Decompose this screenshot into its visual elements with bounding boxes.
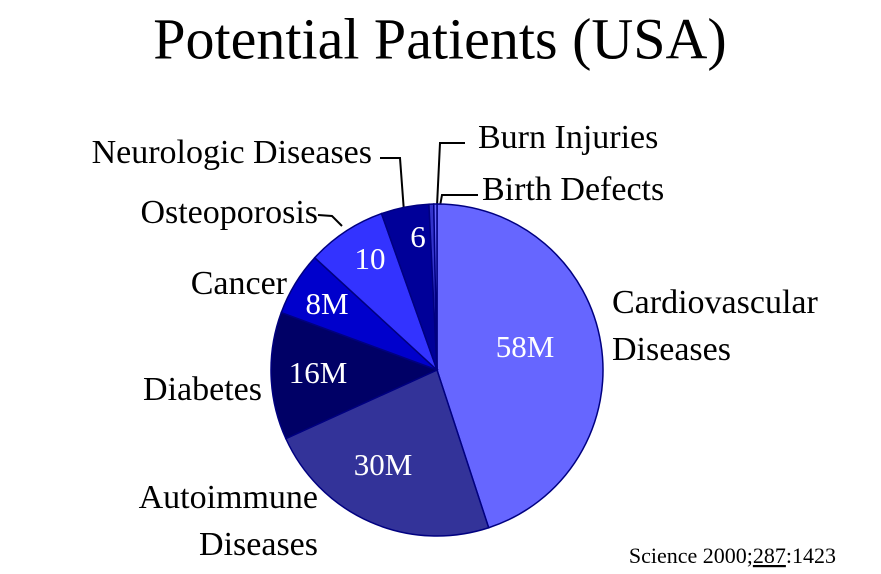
leader-line [380,157,405,213]
category-label-line: Diseases [612,331,731,368]
category-label: Birth Defects [482,171,664,208]
source-text: Science 2000; [629,543,753,568]
source-volume: 287 [753,543,786,568]
category-label: Diabetes [143,371,262,408]
category-label: Cardiovascular Diseases [612,284,818,368]
category-label-line: Osteoporosis [140,194,318,231]
data-label: 10 [355,241,386,276]
data-label: 58M [496,329,555,364]
pie-slice [433,203,438,371]
category-label: Osteoporosis [140,194,318,231]
category-label: Burn Injuries [478,119,658,156]
pie-slice [270,311,439,440]
category-label-line: Birth Defects [482,171,664,208]
category-label: Cancer [191,265,288,302]
category-label: Autoimmune Diseases [139,479,318,563]
category-label-line: Diseases [199,526,318,563]
chart-title: Potential Patients (USA) [153,6,727,71]
pie-slice [436,203,604,529]
category-label-line: Autoimmune [139,479,318,516]
pie-slice [284,368,490,537]
category-label-line: Cardiovascular [612,284,818,321]
category-label-line: Burn Injuries [478,119,658,156]
data-label: 6 [410,219,426,254]
data-label: 16M [289,355,348,390]
category-label-line: Diabetes [143,371,262,408]
leader-line [436,142,465,207]
leader-line [439,194,478,207]
source-page: :1423 [786,543,836,568]
data-label: 8M [305,286,348,321]
source-note: Science 2000;287:1423 [629,543,836,568]
category-label: Neurologic Diseases [92,134,372,171]
category-label-line: Cancer [191,265,288,302]
leader-line [317,214,343,227]
category-label-line: Neurologic Diseases [92,134,372,171]
leader-lines [317,142,478,227]
data-label: 30M [354,447,413,482]
